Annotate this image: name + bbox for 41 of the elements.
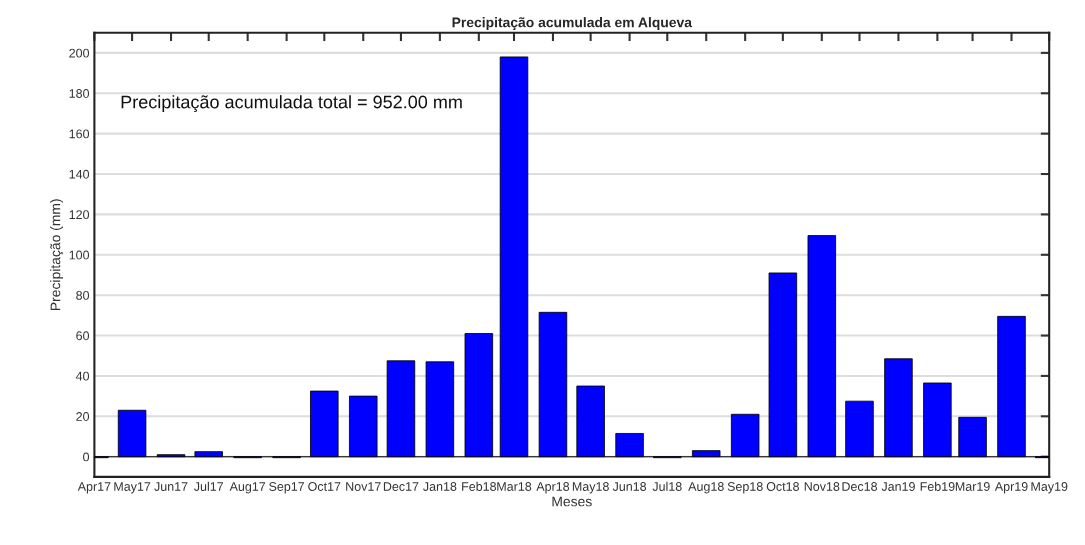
x-axis-title: Meses [552, 496, 592, 507]
x-tick-label: Apr17 [77, 482, 111, 494]
x-tick-label: Sep18 [727, 482, 763, 494]
x-tick-label: Dec17 [383, 482, 419, 491]
y-tick-label: 200 [69, 48, 90, 58]
x-tick-label: Feb19 [920, 481, 955, 491]
x-tick-label: Jan19 [881, 482, 915, 491]
y-tick-label: 100 [69, 250, 90, 260]
y-tick-label: 180 [69, 89, 90, 98]
x-tick-label: Nov18 [804, 482, 840, 491]
y-tick-label: 60 [76, 331, 90, 341]
x-tick-label: Feb18 [462, 481, 497, 491]
x-tick-label: Sep17 [269, 482, 305, 494]
y-tick-label: 20 [76, 412, 90, 421]
x-tick-label: Oct18 [766, 482, 799, 491]
x-tick-label: May17 [114, 482, 151, 494]
x-tick-label: Jul17 [193, 481, 224, 491]
x-tick-label: Jun18 [612, 482, 647, 491]
x-tick-label: Oct17 [308, 482, 341, 491]
y-tick-label: 0 [83, 452, 90, 462]
x-tick-label: Aug17 [229, 482, 266, 494]
x-tick-label: Jun17 [154, 482, 188, 491]
y-axis-title: Precipitação (mm) [50, 199, 64, 310]
x-tick-label: May19 [1031, 482, 1068, 494]
x-tick-label: Mar19 [955, 482, 990, 491]
x-tick-label: Mar18 [497, 482, 532, 491]
x-tick-label: Dec18 [842, 482, 878, 491]
annotation: Precipitação acumulada total = 952.00 mm [121, 95, 462, 113]
x-tick-label: Aug18 [688, 482, 724, 494]
y-tick-label: 40 [75, 371, 90, 381]
y-tick-label: 120 [69, 210, 90, 220]
x-tick-label: Jan18 [423, 482, 457, 491]
y-tick-label: 80 [76, 290, 90, 300]
x-tick-label: Apr19 [994, 482, 1028, 494]
y-tick-label: 160 [69, 129, 90, 139]
y-tick-label: 140 [69, 169, 90, 179]
chart-title: Precipitação acumulada em Alqueva [452, 17, 693, 31]
x-tick-label: May18 [572, 482, 609, 494]
x-tick-label: Nov17 [346, 482, 381, 491]
x-tick-label: Apr18 [536, 482, 570, 494]
x-tick-label: Jul18 [652, 481, 682, 491]
